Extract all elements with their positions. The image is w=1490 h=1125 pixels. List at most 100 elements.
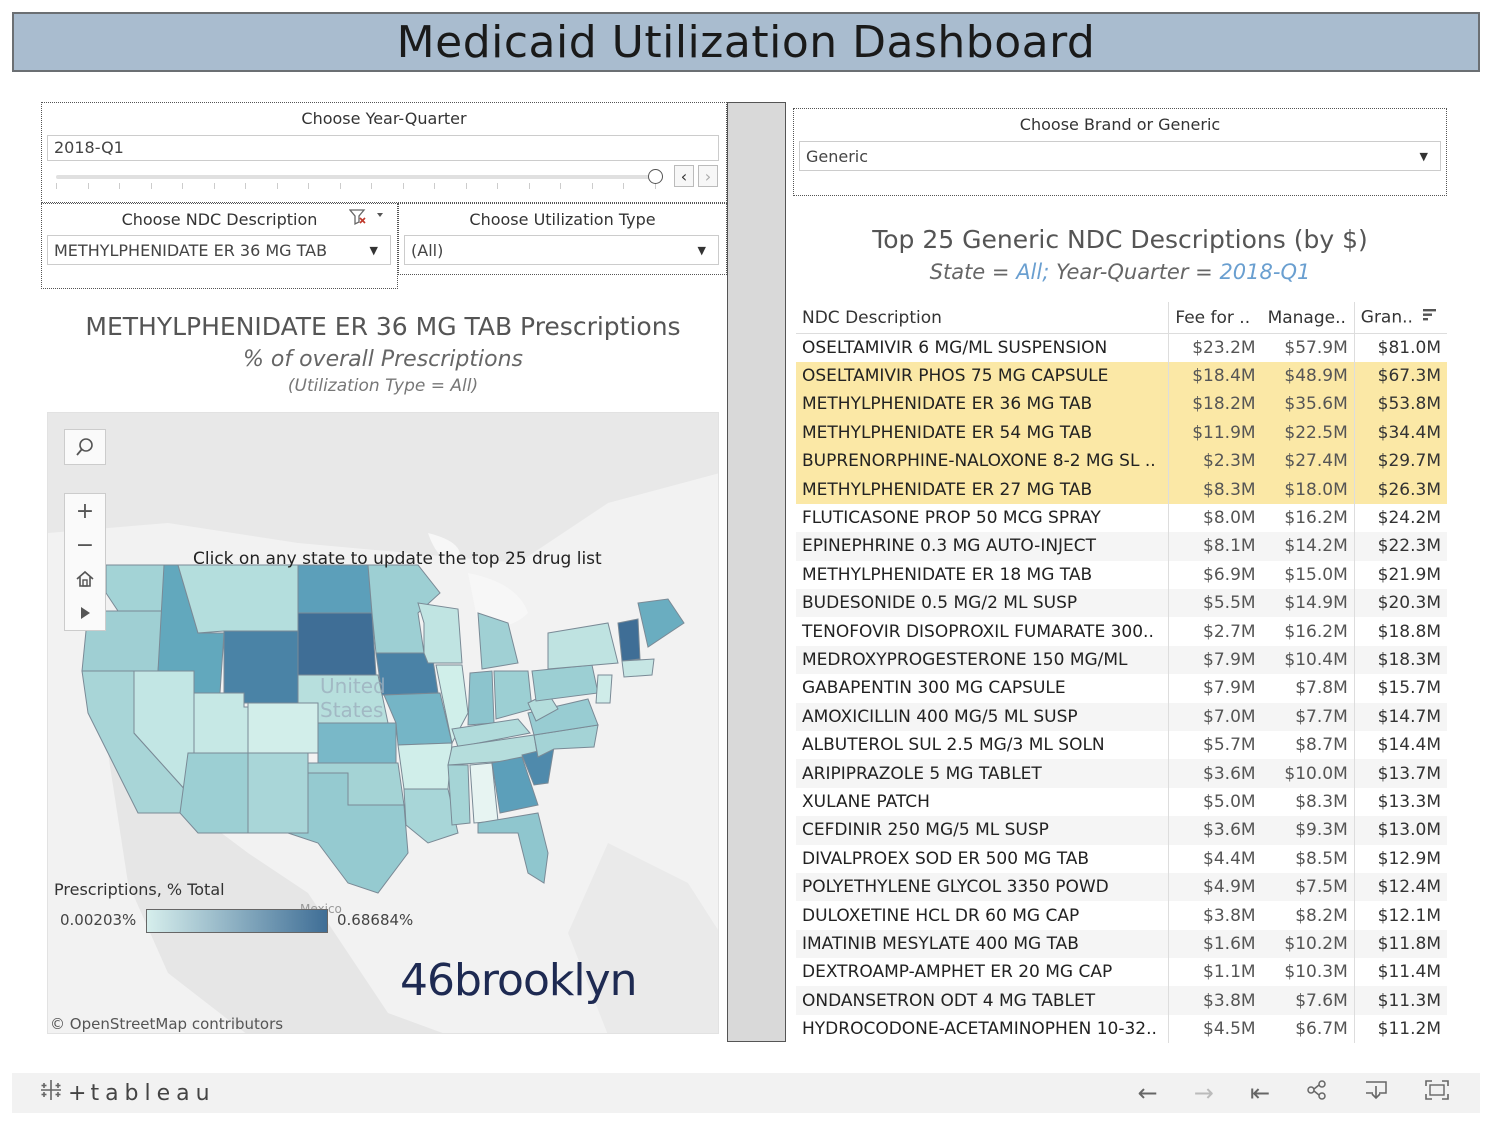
map-attribution[interactable]: © OpenStreetMap contributors	[50, 1015, 284, 1033]
fee-for-service-cell: $1.6M	[1168, 929, 1262, 959]
map-search-toolbar	[64, 429, 106, 465]
state-indiana[interactable]	[467, 670, 495, 726]
home-icon[interactable]	[65, 562, 105, 596]
table-row[interactable]: BUDESONIDE 0.5 MG/2 ML SUSP $5.5M $14.9M $2…	[796, 589, 1447, 618]
zoom-in-icon[interactable]: +	[75, 498, 95, 524]
table-row[interactable]: DEXTROAMP-AMPHET ER 20 MG CAP $1.1M $10.3M…	[796, 958, 1447, 987]
fullscreen-icon[interactable]	[1424, 1079, 1450, 1107]
chevron-left-icon: ‹	[680, 166, 688, 186]
year-quarter-input[interactable]: 2018-Q1	[47, 135, 719, 161]
utilization-type-dropdown[interactable]: (All) ▼	[404, 235, 719, 265]
table-row[interactable]: ONDANSETRON ODT 4 MG TABLET $3.8M $7.6M $11…	[796, 986, 1447, 1015]
table-row[interactable]: HYDROCODONE-ACETAMINOPHEN 10-32.. $4.5M $6…	[796, 1014, 1447, 1044]
state-wisconsin[interactable]	[417, 602, 463, 664]
state-wyoming[interactable]	[223, 630, 299, 704]
ndc-description-cell: METHYLPHENIDATE ER 36 MG TAB	[796, 390, 1170, 419]
state-arkansas[interactable]	[397, 742, 453, 790]
tableau-logo-icon	[38, 1077, 64, 1109]
year-quarter-slider-thumb[interactable]	[648, 169, 663, 184]
table-row[interactable]: FLUTICASONE PROP 50 MCG SPRAY $8.0M $16.2M…	[796, 503, 1447, 533]
state-maine[interactable]	[637, 598, 685, 648]
tableau-logo[interactable]: + tableau	[38, 1077, 216, 1109]
fee-for-service-cell: $8.1M	[1168, 532, 1262, 561]
ndc-description-cell: AMOXICILLIN 400 MG/5 ML SUSP	[796, 702, 1170, 731]
table-row[interactable]: AMOXICILLIN 400 MG/5 ML SUSP $7.0M $7.7M $1…	[796, 702, 1447, 731]
state-montana[interactable]	[177, 564, 299, 634]
table-row[interactable]: ALBUTEROL SUL 2.5 MG/3 ML SOLN $5.7M $8.7M…	[796, 730, 1447, 760]
state-minnesota[interactable]	[367, 564, 441, 654]
table-row[interactable]: CEFDINIR 250 MG/5 ML SUSP $3.6M $9.3M $13.0…	[796, 816, 1447, 845]
state-virginia[interactable]	[527, 698, 599, 736]
table-row[interactable]: GABAPENTIN 300 MG CAPSULE $7.9M $7.8M $15.7…	[796, 674, 1447, 703]
search-icon[interactable]	[65, 430, 105, 464]
state-new-jersey[interactable]	[595, 674, 613, 704]
us-choropleth-map[interactable]: United States Mexico Click on any state …	[47, 412, 719, 1034]
grand-total-cell: $53.8M	[1354, 390, 1447, 419]
state-ohio[interactable]	[493, 670, 533, 720]
sort-icon[interactable]	[1422, 307, 1438, 328]
legend-max-label: 0.68684%	[337, 911, 414, 929]
download-icon[interactable]	[1364, 1079, 1388, 1107]
column-header-ndc[interactable]: NDC Description	[796, 302, 1170, 334]
state-michigan[interactable]	[477, 612, 519, 670]
ndc-description-cell: METHYLPHENIDATE ER 18 MG TAB	[796, 560, 1170, 590]
state-south-dakota[interactable]	[297, 612, 377, 676]
state-north-dakota[interactable]	[297, 564, 373, 614]
column-header-managed[interactable]: Manage..	[1261, 302, 1355, 334]
table-row[interactable]: ARIPIPRAZOLE 5 MG TABLET $3.6M $10.0M $13.7…	[796, 759, 1447, 788]
share-icon[interactable]	[1306, 1079, 1328, 1107]
state-new-mexico[interactable]	[247, 752, 309, 834]
table-row[interactable]: METHYLPHENIDATE ER 18 MG TAB $6.9M $15.0M $…	[796, 560, 1447, 590]
table-row[interactable]: IMATINIB MESYLATE 400 MG TAB $1.6M $10.2M $…	[796, 929, 1447, 959]
table-row[interactable]: METHYLPHENIDATE ER 36 MG TAB $18.2M $35.6M…	[796, 390, 1447, 419]
ndc-description-dropdown[interactable]: METHYLPHENIDATE ER 36 MG TAB ▼	[47, 235, 391, 265]
table-row[interactable]: TENOFOVIR DISOPROXIL FUMARATE 300.. $2.7M…	[796, 617, 1447, 646]
state-arizona[interactable]	[179, 752, 249, 834]
table-row[interactable]: POLYETHYLENE GLYCOL 3350 POWD $4.9M $7.5M $…	[796, 872, 1447, 902]
ndc-description-value: METHYLPHENIDATE ER 36 MG TAB	[54, 240, 328, 260]
state-colorado[interactable]	[247, 702, 319, 754]
state-massachusetts[interactable]	[621, 658, 655, 678]
table-row[interactable]: XULANE PATCH $5.0M $8.3M $13.3M	[796, 787, 1447, 817]
state-pennsylvania[interactable]	[531, 664, 599, 702]
table-row[interactable]: EPINEPHRINE 0.3 MG AUTO-INJECT $8.1M $14.2…	[796, 532, 1447, 561]
previous-step-button[interactable]: ‹	[674, 165, 694, 187]
state-texas[interactable]	[287, 772, 409, 894]
state-new-hampshire[interactable]	[617, 618, 641, 662]
clear-filter-icon[interactable]	[348, 208, 383, 230]
column-header-fee-for-service[interactable]: Fee for ..	[1168, 302, 1262, 334]
table-row[interactable]: METHYLPHENIDATE ER 54 MG TAB $11.9M $22.5M…	[796, 418, 1447, 448]
column-header-grand[interactable]: Gran..	[1354, 302, 1447, 334]
expand-toolbar-icon[interactable]	[65, 596, 105, 630]
map-graphic[interactable]: United States Mexico	[48, 413, 719, 1034]
state-kansas[interactable]	[317, 722, 397, 764]
managed-care-cell: $8.2M	[1261, 901, 1355, 930]
fee-for-service-cell: $7.9M	[1168, 645, 1262, 675]
table-row[interactable]: BUPRENORPHINE-NALOXONE 8-2 MG SL .. $2.3M…	[796, 447, 1447, 476]
table-row[interactable]: MEDROXYPROGESTERONE 150 MG/ML $7.9M $10.4M…	[796, 645, 1447, 675]
table-row[interactable]: METHYLPHENIDATE ER 27 MG TAB $8.3M $18.0M $…	[796, 475, 1447, 504]
zoom-out-icon[interactable]: −	[75, 532, 95, 558]
state-washington[interactable]	[105, 564, 165, 612]
table-row[interactable]: DULOXETINE HCL DR 60 MG CAP $3.8M $8.2M $12…	[796, 901, 1447, 930]
next-step-button[interactable]: ›	[698, 165, 718, 187]
ndc-description-cell: DIVALPROEX SOD ER 500 MG TAB	[796, 844, 1170, 873]
state-new-york[interactable]	[547, 622, 619, 670]
table-row[interactable]: OSELTAMIVIR PHOS 75 MG CAPSULE $18.4M $48.…	[796, 361, 1447, 391]
table-row[interactable]: OSELTAMIVIR 6 MG/ML SUSPENSION $23.2M $57.…	[796, 333, 1447, 362]
managed-care-cell: $27.4M	[1261, 447, 1355, 476]
revert-icon[interactable]: ⇤	[1249, 1079, 1270, 1107]
year-quarter-slider-track[interactable]	[56, 175, 656, 179]
redo-icon[interactable]: →	[1193, 1079, 1214, 1107]
undo-icon[interactable]: ←	[1137, 1079, 1158, 1107]
state-florida[interactable]	[477, 812, 549, 884]
state-georgia[interactable]	[491, 756, 539, 814]
managed-care-cell: $6.7M	[1261, 1014, 1355, 1044]
state-kentucky[interactable]	[451, 718, 531, 748]
state-louisiana[interactable]	[403, 788, 459, 844]
state-mississippi[interactable]	[447, 764, 471, 826]
grand-total-cell: $20.3M	[1354, 589, 1447, 618]
grand-total-cell: $11.8M	[1354, 929, 1447, 959]
table-row[interactable]: DIVALPROEX SOD ER 500 MG TAB $4.4M $8.5M $1…	[796, 844, 1447, 873]
brand-generic-dropdown[interactable]: Generic ▼	[799, 141, 1441, 171]
